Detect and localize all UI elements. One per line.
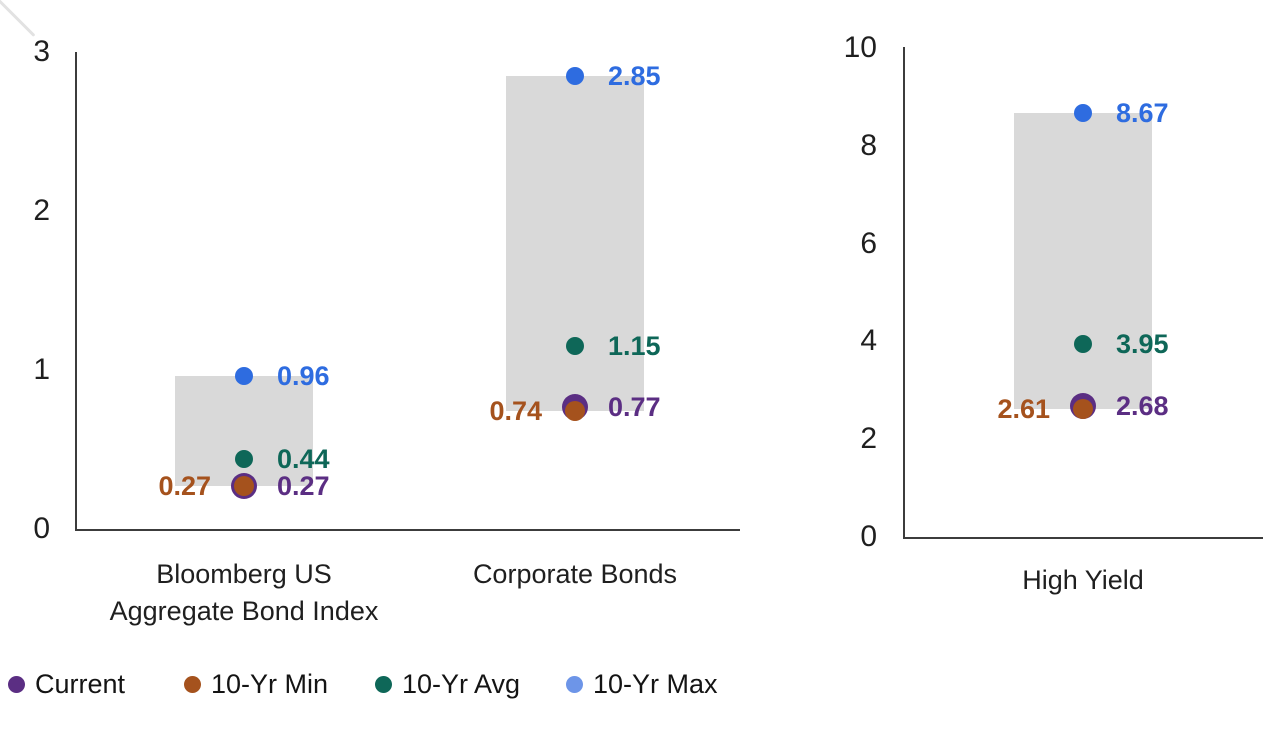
point-max xyxy=(235,367,253,386)
point-max xyxy=(1074,104,1092,123)
legend-label-10yr-max: 10-Yr Max xyxy=(593,668,718,699)
label-min: 0.27 xyxy=(158,471,211,502)
y-tick-label: 1 xyxy=(33,353,50,386)
legend-item-10yr-min: 10-Yr Min xyxy=(184,666,328,702)
legend-marker-10yr-avg-icon xyxy=(375,675,392,693)
legend-label-10yr-avg: 10-Yr Avg xyxy=(402,668,521,699)
label-current: 0.27 xyxy=(277,471,330,502)
y-tick-label: 2 xyxy=(860,422,877,456)
y-tick-label: 2 xyxy=(33,194,50,227)
point-avg xyxy=(235,450,253,469)
y-tick-label: 8 xyxy=(860,128,877,162)
label-current: 2.68 xyxy=(1116,390,1169,421)
x-axis-line xyxy=(903,537,1263,539)
y-axis-line xyxy=(75,52,77,529)
label-current: 0.77 xyxy=(608,391,661,422)
point-min xyxy=(234,476,254,497)
x-axis-line xyxy=(75,529,740,531)
legend-item-current: Current xyxy=(8,666,125,702)
category-label: Corporate Bonds xyxy=(472,559,678,589)
y-axis-line xyxy=(903,47,905,537)
label-avg: 1.15 xyxy=(608,331,661,362)
legend-label-10yr-min: 10-Yr Min xyxy=(211,668,329,699)
legend: Current 10-Yr Min 10-Yr Avg 10-Yr Max xyxy=(0,666,760,702)
label-min: 2.61 xyxy=(997,394,1050,425)
legend-item-10yr-max: 10-Yr Max xyxy=(566,666,718,702)
label-max: 8.67 xyxy=(1116,98,1169,129)
legend-marker-10yr-min-icon xyxy=(184,675,201,693)
label-avg: 3.95 xyxy=(1116,328,1169,359)
point-avg xyxy=(1074,334,1092,353)
legend-item-10yr-avg: 10-Yr Avg xyxy=(375,666,520,702)
legend-marker-current-icon xyxy=(8,675,25,693)
legend-label-current: Current xyxy=(35,668,126,699)
y-tick-label: 0 xyxy=(860,520,877,553)
label-max: 0.96 xyxy=(277,361,330,392)
category-label: High Yield xyxy=(1022,565,1144,595)
label-avg: 0.44 xyxy=(277,444,330,475)
y-tick-label: 10 xyxy=(843,31,877,64)
point-min xyxy=(1073,399,1093,420)
y-tick-label: 0 xyxy=(33,512,50,545)
legend-marker-10yr-max-icon xyxy=(566,675,583,693)
label-min: 0.74 xyxy=(489,396,542,427)
range-bar xyxy=(1014,113,1152,410)
category-label: Bloomberg US Aggregate Bond Index xyxy=(109,559,379,626)
corner-artifact xyxy=(0,0,36,37)
y-tick-label: 3 xyxy=(33,35,50,68)
point-min xyxy=(565,401,585,422)
y-tick-label: 6 xyxy=(860,226,877,260)
point-max xyxy=(566,66,584,85)
y-tick-label: 4 xyxy=(860,324,877,358)
label-max: 2.85 xyxy=(608,60,661,91)
point-avg xyxy=(566,337,584,356)
range-bar xyxy=(506,75,644,412)
